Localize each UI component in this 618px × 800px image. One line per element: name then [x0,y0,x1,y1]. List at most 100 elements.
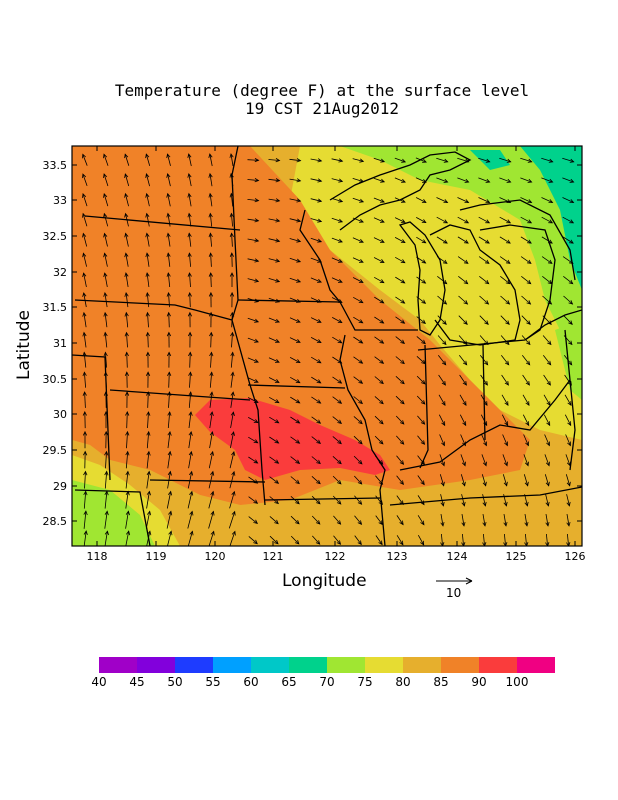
wind-arrow [124,153,130,166]
wind-arrow [145,371,151,388]
wind-arrow [479,315,489,325]
wind-arrow [459,394,467,407]
wind-arrow [461,533,466,546]
wind-arrow [247,158,260,163]
wind-arrow [290,476,300,485]
wind-arrow [478,236,490,244]
wind-arrow [416,336,426,345]
wind-arrow [269,535,279,545]
state-border-sd-ne [74,299,233,321]
wind-arrow [503,533,508,546]
wind-arrow [545,533,550,546]
wind-arrow [268,158,281,163]
wind-arrow [353,416,363,425]
wind-arrow [248,496,259,504]
map-title-line2: 19 CST 21Aug2012 [244,99,400,118]
wind-arrow [103,391,108,408]
wind-arrow [124,232,129,247]
wind-arrow [395,356,405,365]
wind-arrow [248,476,259,484]
wind-arrow [482,514,487,527]
wind-arrow [500,275,511,285]
wind-arrow [268,337,280,343]
wind-arrow [229,192,234,207]
wind-arrow [187,331,193,348]
wind-arrow [124,391,130,408]
colorbar-label: 100 [506,675,529,689]
wind-arrow [395,276,406,284]
wind-arrow [460,454,466,467]
wind-arrow [478,216,491,224]
wind-arrow [478,157,491,163]
wind-arrow [124,192,129,207]
wind-arrow [289,178,302,183]
lake-huron-shore [479,224,556,341]
wind-arrow [124,212,129,227]
y-tick-label: 28.5 [43,515,68,528]
wind-arrow [310,237,323,243]
wind-arrow [565,454,571,467]
wind-arrow [520,157,533,163]
wind-arrow [82,331,87,348]
wind-arrow [457,177,470,183]
wind-arrow [353,396,364,405]
wind-arrow [396,455,405,465]
colorbar: 40 45 50 55 60 65 70 75 80 85 90 100 [91,657,555,689]
wind-arrow [543,414,551,427]
colorbar-swatch [289,657,327,673]
wind-arrow [269,456,280,464]
wind-arrow [103,371,108,388]
wind-arrow [373,157,386,163]
wind-arrow [229,272,235,287]
wind-arrow [503,514,508,527]
wind-arrow [289,277,302,283]
x-tick-label: 118 [87,550,108,563]
wind-arrow [269,476,280,484]
wind-arrow [103,173,109,187]
wind-arrow [353,356,364,364]
canada-border [459,199,576,281]
wind-arrow [289,297,301,303]
wind-arrow [523,474,529,487]
wind-arrow [439,454,445,467]
wind-arrow [375,515,383,526]
wind-arrow [416,256,427,264]
wind-arrow [438,374,446,386]
wind-arrow [208,311,214,328]
wind-arrow [499,236,511,244]
wind-arrow [458,275,469,285]
wind-arrow [373,237,385,243]
wind-arrow [458,315,468,325]
wind-arrow [565,474,571,487]
wind-arrow [481,434,487,447]
wind-arrow [125,510,130,529]
wind-arrow [311,396,322,404]
wind-arrow [104,490,109,509]
colorbar-label: 60 [243,675,258,689]
wind-arrow [500,335,510,346]
wind-arrow [332,436,342,445]
state-border-ky-tn [389,486,582,506]
wind-arrow [145,311,150,328]
y-axis: 28.5 29 29.5 30 30.5 31 31.5 32 32.5 33 33.5 [43,159,582,528]
wind-arrow [188,431,193,449]
wind-arrow [436,177,449,183]
wind-arrow [268,357,280,363]
wind-arrow [331,257,343,263]
wind-arrow [353,455,363,465]
wind-arrow [310,158,323,163]
wind-arrow [248,516,259,524]
wind-arrow [311,436,322,444]
wind-arrow [374,396,384,405]
wind-arrow [82,292,87,308]
wind-arrow [544,474,550,487]
wind-arrow [415,197,427,203]
wind-arrow [187,272,192,288]
wind-arrow [82,311,87,328]
wind-arrow [564,394,572,407]
wind-arrow [437,275,448,285]
wind-arrow [146,450,151,469]
wind-arrow [352,237,364,243]
wind-arrow [229,212,234,227]
